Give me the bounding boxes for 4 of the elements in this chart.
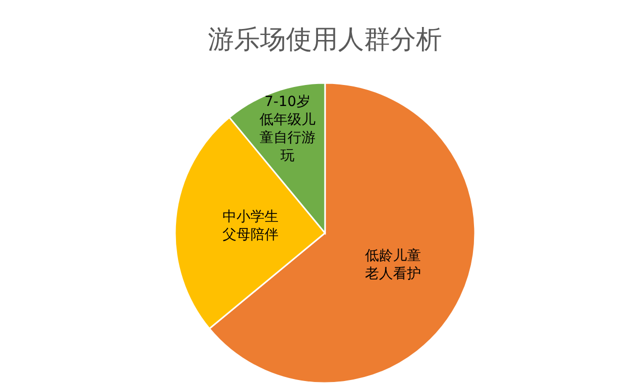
slice-label: 低龄儿童老人看护 xyxy=(364,246,422,283)
chart-title: 游乐场使用人群分析 xyxy=(208,25,442,55)
slice-label: 中小学生父母陪伴 xyxy=(221,208,280,244)
slice-label: 7-10岁低年级儿童自行游玩 xyxy=(258,92,316,165)
